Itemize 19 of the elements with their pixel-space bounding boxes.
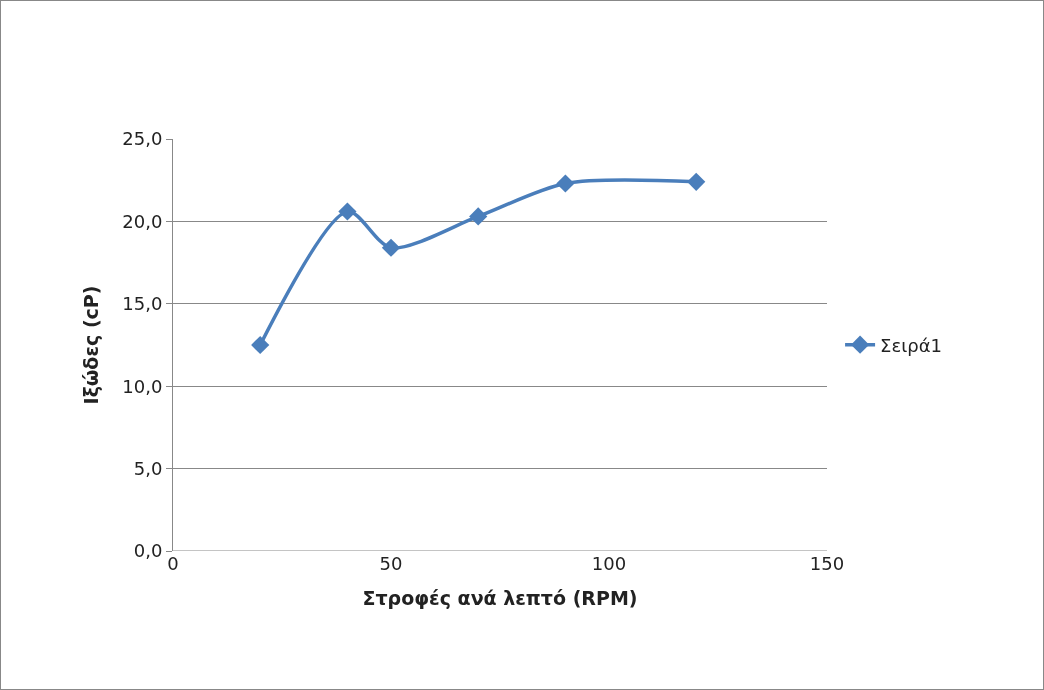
y-tick-label: 25,0 [122,128,163,150]
x-tick-label: 100 [591,553,627,574]
x-tick-label: 50 [379,553,403,574]
point [338,202,357,221]
y-tick-label: 20,0 [122,210,163,232]
y-tick-label: 10,0 [122,375,163,397]
x-tick-label: 0 [167,553,179,574]
point [687,172,706,191]
y-tick-label: 15,0 [122,293,163,315]
y-tick-label: 5,0 [133,457,163,479]
y-axis-title: Ιξώδες (cP) [80,285,103,405]
x-tick-label: 150 [809,553,845,574]
x-axis-title: Στροφές ανά λεπτό (RPM) [362,586,638,609]
point [469,207,488,226]
legend-label: Σειρά1 [880,334,943,356]
point [556,174,575,193]
point [381,238,401,257]
point [251,335,270,355]
y-tick-label: 0,0 [133,540,163,562]
